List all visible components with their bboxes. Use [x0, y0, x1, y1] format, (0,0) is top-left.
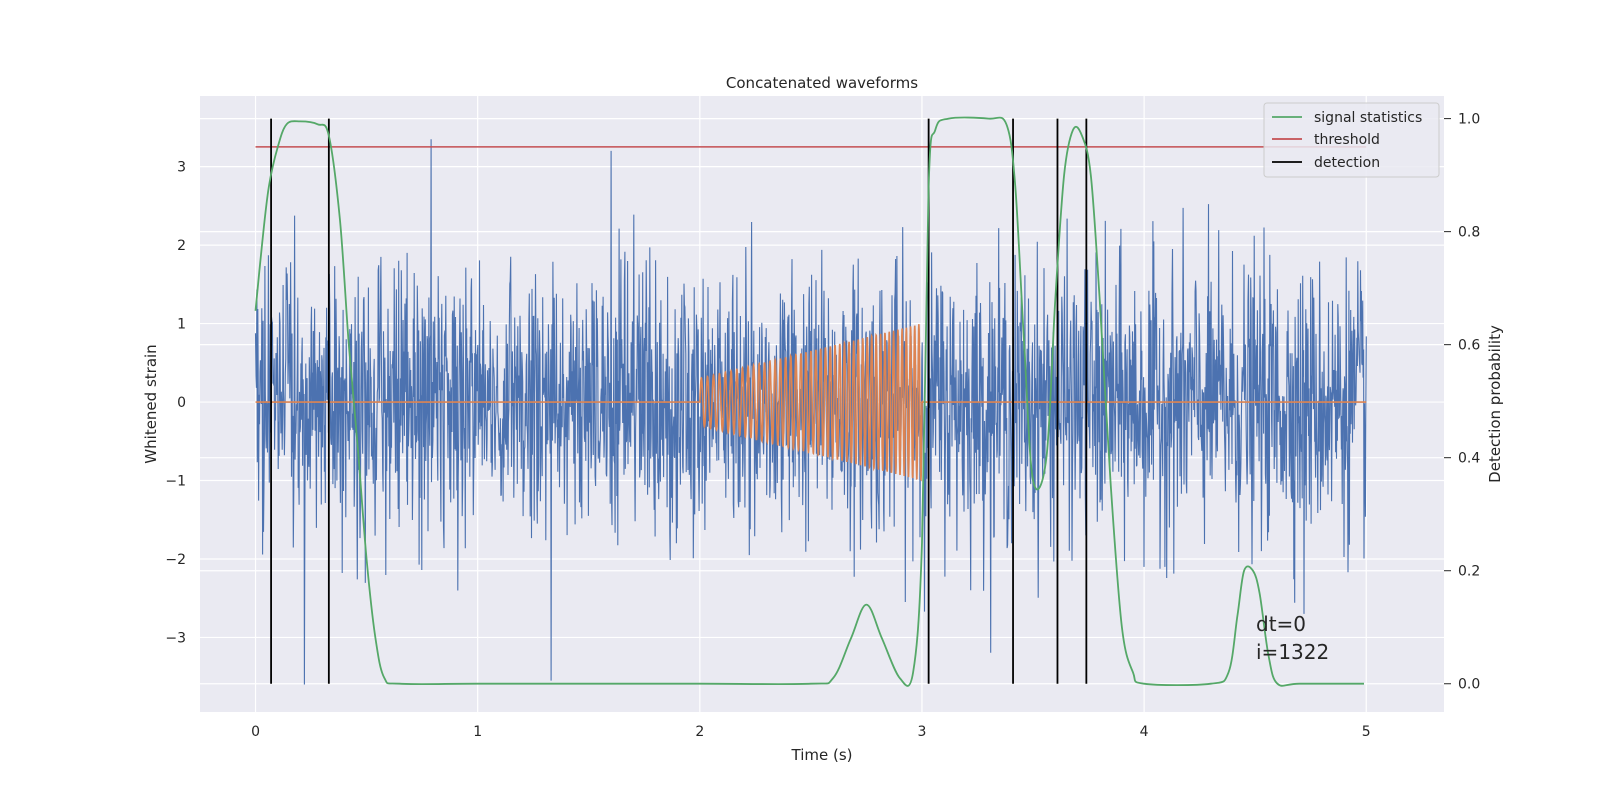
- x-tick-label-3: 3: [918, 724, 927, 740]
- y-right-tick-label-5: 1.0: [1458, 112, 1480, 128]
- y-left-tick-label-5: 2: [177, 238, 186, 254]
- y-right-tick-label-2: 0.4: [1458, 451, 1480, 467]
- y-right-tick-label-3: 0.6: [1458, 338, 1480, 354]
- y-left-tick-label-3: 0: [177, 395, 186, 411]
- x-tick-label-5: 5: [1362, 724, 1371, 740]
- y-left-tick-label-2: −1: [165, 474, 186, 490]
- x-tick-label-2: 2: [695, 724, 704, 740]
- injected-waveform-line: [255, 324, 1367, 482]
- x-tick-label-0: 0: [251, 724, 260, 740]
- x-tick-label-4: 4: [1140, 724, 1149, 740]
- y-left-tick-label-0: −3: [165, 630, 186, 646]
- x-axis-label: Time (s): [791, 746, 853, 764]
- y-left-tick-label-1: −2: [165, 552, 186, 568]
- y-left-tick-label-4: 1: [177, 317, 186, 333]
- y-axis-right: 0.0 0.2 0.4 0.6 0.8 1.0: [1444, 112, 1480, 693]
- y-axis-right-label: Detection probability: [1486, 325, 1504, 483]
- signal-statistics-line: [254, 116, 1364, 687]
- strain-series-line: [254, 139, 1367, 685]
- y-left-tick-label-6: 3: [177, 160, 186, 176]
- annotation-dt: dt=0: [1256, 612, 1306, 636]
- legend-label-detection: detection: [1314, 155, 1380, 171]
- legend-label-signal-statistics: signal statistics: [1314, 110, 1422, 126]
- y-right-tick-label-1: 0.2: [1458, 564, 1480, 580]
- x-tick-label-1: 1: [473, 724, 482, 740]
- annotation-index: i=1322: [1256, 640, 1329, 664]
- legend-label-threshold: threshold: [1314, 132, 1380, 148]
- chart-title: Concatenated waveforms: [726, 74, 918, 92]
- legend: signal statistics threshold detection: [1263, 102, 1440, 178]
- y-right-tick-label-4: 0.8: [1458, 225, 1480, 241]
- y-axis-left-label: Whitened strain: [142, 344, 160, 463]
- y-right-tick-label-0: 0.0: [1458, 677, 1480, 693]
- legend-box: [1263, 102, 1440, 178]
- x-axis: 0 1 2 3 4 5: [251, 724, 1371, 740]
- y-axis-left: −3 −2 −1 0 1 2 3: [165, 160, 186, 647]
- detection-lines: [270, 118, 1088, 684]
